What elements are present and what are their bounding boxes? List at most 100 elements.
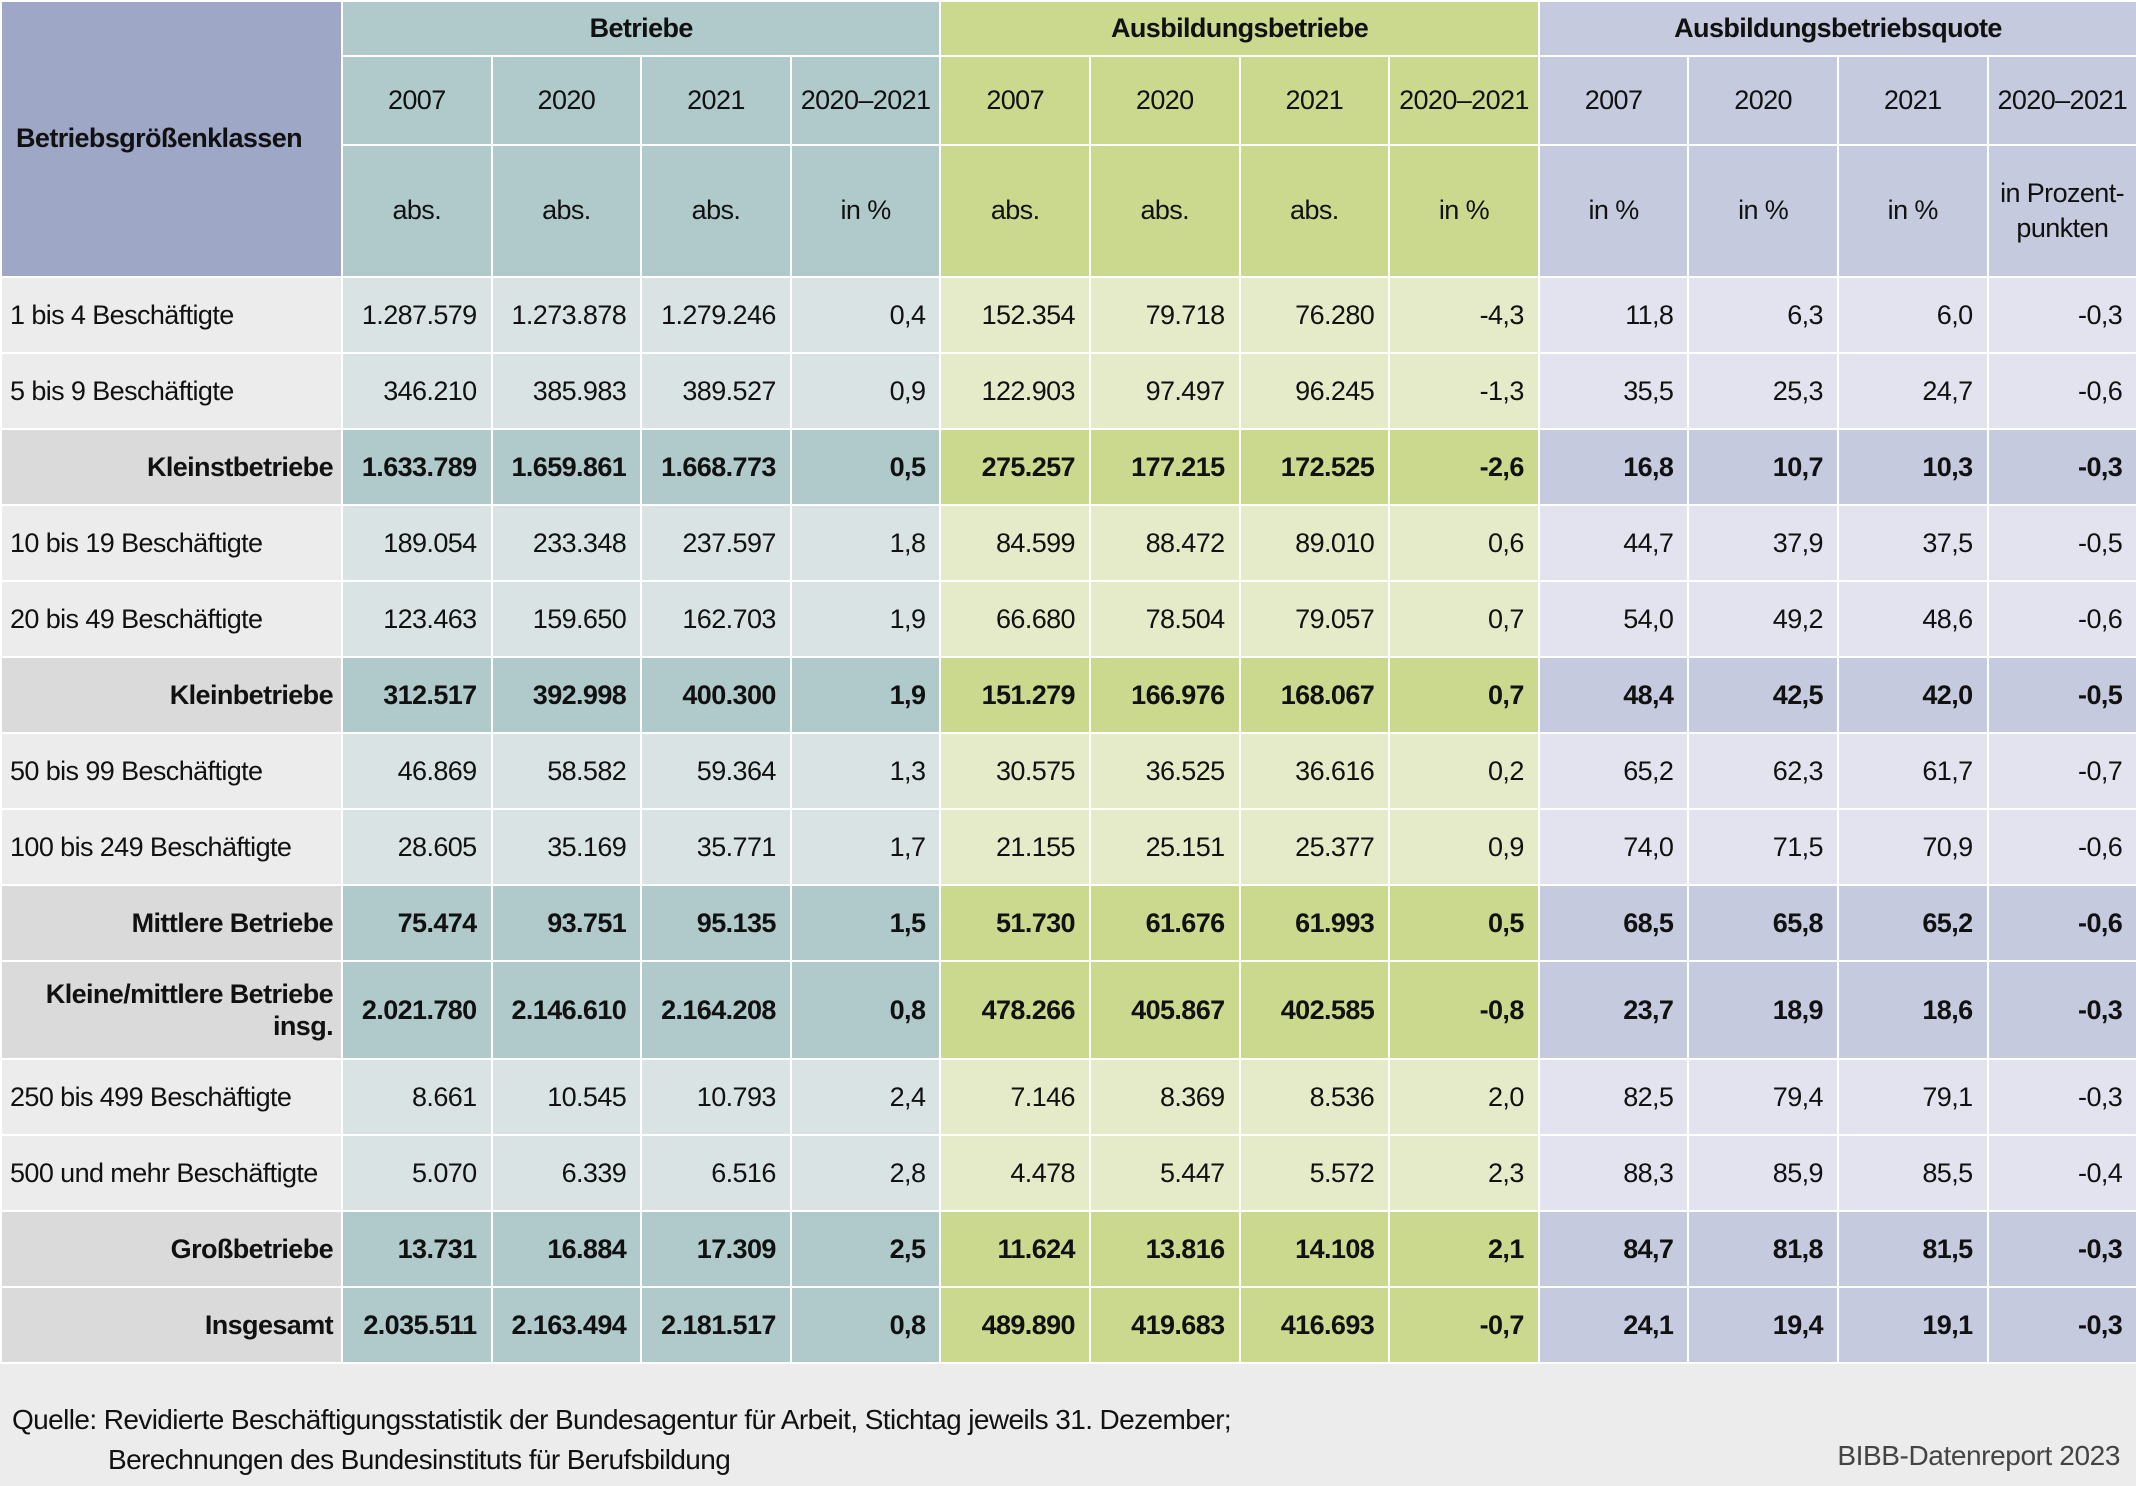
unit-header: in % — [1836, 144, 1989, 278]
value-cell: 1.287.579 — [341, 276, 493, 354]
unit-header: abs. — [490, 144, 643, 278]
value-cell: -0,6 — [1986, 808, 2136, 886]
value-cell: 151.279 — [939, 656, 1091, 734]
value-cell: 0,7 — [1388, 580, 1540, 658]
value-cell: 42,0 — [1836, 656, 1989, 734]
row-label: 100 bis 249 Beschäftigte — [0, 808, 343, 886]
value-cell: 0,9 — [789, 352, 942, 430]
value-cell: 2,4 — [789, 1058, 942, 1136]
value-cell: -0,4 — [1986, 1134, 2136, 1212]
row-label: 500 und mehr Beschäftigte — [0, 1134, 343, 1212]
value-cell: 36.525 — [1088, 732, 1241, 810]
value-cell: 54,0 — [1537, 580, 1690, 658]
value-cell: 2.164.208 — [640, 960, 792, 1060]
value-cell: 1.668.773 — [640, 428, 792, 506]
row-label: Kleinbetriebe — [0, 656, 343, 734]
value-cell: 2.021.780 — [341, 960, 493, 1060]
value-cell: 96.245 — [1238, 352, 1391, 430]
value-cell: 5.447 — [1088, 1134, 1241, 1212]
value-cell: 189.054 — [341, 504, 493, 582]
row-label: 10 bis 19 Beschäftigte — [0, 504, 343, 582]
value-cell: 2.181.517 — [640, 1286, 792, 1364]
value-cell: 85,9 — [1687, 1134, 1839, 1212]
value-cell: 402.585 — [1238, 960, 1391, 1060]
value-cell: 1.633.789 — [341, 428, 493, 506]
value-cell: 18,6 — [1836, 960, 1989, 1060]
value-cell: 97.497 — [1088, 352, 1241, 430]
value-cell: 162.703 — [640, 580, 792, 658]
year-header: 2020–2021 — [789, 55, 942, 146]
unit-header: abs. — [640, 144, 792, 278]
unit-header: abs. — [1238, 144, 1391, 278]
value-cell: 489.890 — [939, 1286, 1091, 1364]
value-cell: 19,4 — [1687, 1286, 1839, 1364]
value-cell: -0,3 — [1986, 276, 2136, 354]
year-header: 2020–2021 — [1986, 55, 2136, 146]
value-cell: 71,5 — [1687, 808, 1839, 886]
summary-row: Kleine/mittlere Betriebe insg. 2.021.780 2… — [0, 960, 2136, 1060]
value-cell: 84.599 — [939, 504, 1091, 582]
value-cell: 13.731 — [341, 1210, 493, 1288]
value-cell: 16.884 — [490, 1210, 643, 1288]
value-cell: -4,3 — [1388, 276, 1540, 354]
value-cell: 2,0 — [1388, 1058, 1540, 1136]
value-cell: 385.983 — [490, 352, 643, 430]
year-header: 2021 — [1836, 55, 1989, 146]
value-cell: 79,4 — [1687, 1058, 1839, 1136]
value-cell: -0,7 — [1986, 732, 2136, 810]
row-label: 5 bis 9 Beschäftigte — [0, 352, 343, 430]
value-cell: 85,5 — [1836, 1134, 1989, 1212]
value-cell: 6,0 — [1836, 276, 1989, 354]
value-cell: 312.517 — [341, 656, 493, 734]
value-cell: 24,7 — [1836, 352, 1989, 430]
value-cell: 1,7 — [789, 808, 942, 886]
unit-header: in Prozent­punkten — [1986, 144, 2136, 278]
value-cell: 68,5 — [1537, 884, 1690, 962]
value-cell: 16,8 — [1537, 428, 1690, 506]
value-cell: 392.998 — [490, 656, 643, 734]
value-cell: 13.816 — [1088, 1210, 1241, 1288]
value-cell: 95.135 — [640, 884, 792, 962]
value-cell: -0,5 — [1986, 504, 2136, 582]
summary-row: Kleinstbetriebe 1.633.789 1.659.861 1.668.7… — [0, 428, 2136, 506]
value-cell: 389.527 — [640, 352, 792, 430]
value-cell: 74,0 — [1537, 808, 1690, 886]
value-cell: 25.377 — [1238, 808, 1391, 886]
value-cell: 36.616 — [1238, 732, 1391, 810]
value-cell: 46.869 — [341, 732, 493, 810]
value-cell: 88,3 — [1537, 1134, 1690, 1212]
value-cell: -0,6 — [1986, 580, 2136, 658]
value-cell: 10.545 — [490, 1058, 643, 1136]
value-cell: 1.279.246 — [640, 276, 792, 354]
value-cell: 79.057 — [1238, 580, 1391, 658]
group-header-quote: Ausbildungsbetriebsquote — [1537, 0, 2136, 57]
value-cell: 6.516 — [640, 1134, 792, 1212]
year-header: 2007 — [341, 55, 493, 146]
table-row: 100 bis 249 Beschäftigte 28.605 35.169 35.7… — [0, 808, 2136, 886]
value-cell: 166.976 — [1088, 656, 1241, 734]
value-cell: 88.472 — [1088, 504, 1241, 582]
value-cell: 59.364 — [640, 732, 792, 810]
value-cell: 0,9 — [1388, 808, 1540, 886]
value-cell: 10,7 — [1687, 428, 1839, 506]
value-cell: 79,1 — [1836, 1058, 1989, 1136]
year-header: 2020 — [1687, 55, 1839, 146]
value-cell: 58.582 — [490, 732, 643, 810]
value-cell: 5.572 — [1238, 1134, 1391, 1212]
value-cell: -0,7 — [1388, 1286, 1540, 1364]
unit-header: in % — [789, 144, 942, 278]
value-cell: 81,5 — [1836, 1210, 1989, 1288]
value-cell: -2,6 — [1388, 428, 1540, 506]
table-row: 1 bis 4 Beschäftigte 1.287.579 1.273.878 1.… — [0, 276, 2136, 354]
value-cell: 11,8 — [1537, 276, 1690, 354]
value-cell: 152.354 — [939, 276, 1091, 354]
value-cell: 35.169 — [490, 808, 643, 886]
table-body: 1 bis 4 Beschäftigte 1.287.579 1.273.878 1.… — [0, 276, 2136, 1364]
unit-header: abs. — [939, 144, 1091, 278]
value-cell: 4.478 — [939, 1134, 1091, 1212]
value-cell: 51.730 — [939, 884, 1091, 962]
value-cell: 70,9 — [1836, 808, 1989, 886]
value-cell: 65,2 — [1537, 732, 1690, 810]
year-header: 2007 — [1537, 55, 1690, 146]
row-label: 20 bis 49 Beschäftigte — [0, 580, 343, 658]
